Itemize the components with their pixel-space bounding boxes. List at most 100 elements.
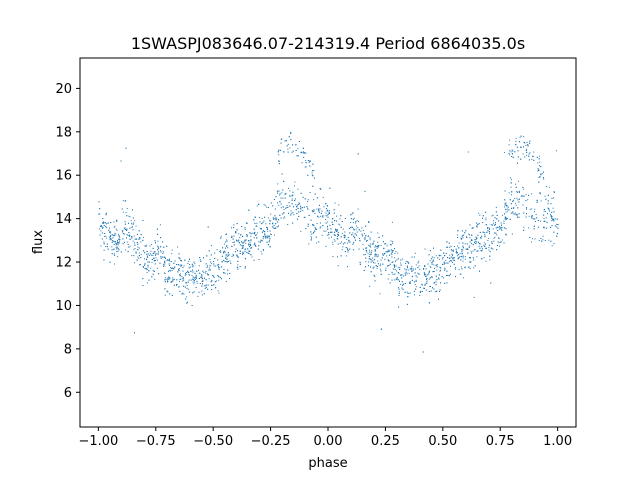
data-point bbox=[233, 235, 235, 237]
data-point bbox=[291, 198, 293, 200]
data-point bbox=[99, 213, 101, 215]
data-point bbox=[329, 231, 331, 233]
data-point bbox=[280, 217, 282, 219]
data-point bbox=[462, 260, 464, 262]
data-point bbox=[418, 260, 420, 262]
data-point bbox=[153, 252, 155, 254]
y-tick-label: 6 bbox=[64, 386, 72, 401]
data-point bbox=[550, 203, 552, 205]
data-point bbox=[104, 236, 106, 237]
data-point bbox=[263, 220, 265, 222]
data-point bbox=[450, 265, 451, 267]
data-point bbox=[336, 236, 338, 237]
data-point bbox=[485, 211, 487, 213]
data-point bbox=[420, 290, 422, 292]
data-point bbox=[395, 260, 396, 262]
data-point bbox=[300, 211, 302, 212]
data-point bbox=[405, 262, 407, 264]
data-point bbox=[220, 237, 222, 239]
data-point bbox=[344, 237, 346, 238]
data-point bbox=[294, 198, 296, 200]
data-point bbox=[508, 144, 510, 146]
data-point bbox=[144, 264, 146, 266]
data-point bbox=[131, 223, 133, 225]
data-point bbox=[506, 210, 508, 212]
data-point bbox=[122, 233, 124, 234]
data-point bbox=[512, 211, 514, 213]
data-point bbox=[365, 266, 367, 268]
data-point bbox=[532, 156, 534, 157]
data-point bbox=[429, 250, 431, 252]
data-point bbox=[338, 223, 340, 225]
data-point bbox=[436, 264, 438, 266]
data-point bbox=[491, 215, 493, 217]
data-point bbox=[444, 255, 446, 257]
data-point bbox=[448, 242, 450, 244]
data-point bbox=[136, 233, 138, 235]
data-point bbox=[221, 255, 223, 257]
data-point bbox=[315, 227, 317, 229]
data-point bbox=[207, 274, 209, 276]
data-point bbox=[248, 209, 250, 211]
data-point bbox=[310, 233, 312, 235]
data-point bbox=[556, 218, 558, 220]
data-point bbox=[156, 259, 158, 261]
data-point bbox=[155, 242, 156, 244]
data-point bbox=[301, 151, 303, 153]
data-point bbox=[204, 288, 206, 289]
data-point bbox=[139, 237, 141, 239]
data-point bbox=[105, 226, 107, 228]
data-point bbox=[491, 241, 493, 243]
data-point bbox=[449, 257, 451, 259]
data-point bbox=[461, 268, 463, 270]
data-point bbox=[208, 278, 210, 280]
data-point bbox=[549, 213, 551, 215]
data-point bbox=[220, 235, 222, 237]
data-point bbox=[374, 255, 376, 257]
data-point bbox=[313, 224, 315, 226]
data-point bbox=[365, 257, 367, 259]
data-point bbox=[336, 238, 338, 240]
data-point bbox=[461, 251, 463, 253]
data-point bbox=[515, 140, 517, 142]
data-point bbox=[540, 173, 542, 175]
data-point bbox=[218, 264, 220, 266]
data-point bbox=[242, 254, 244, 255]
data-point bbox=[407, 269, 409, 271]
data-point bbox=[185, 281, 187, 283]
data-point bbox=[353, 235, 355, 237]
data-point bbox=[125, 147, 127, 149]
data-point bbox=[554, 218, 556, 220]
data-point bbox=[302, 152, 304, 154]
data-point bbox=[543, 209, 545, 210]
data-point bbox=[280, 138, 282, 140]
data-point bbox=[264, 232, 266, 234]
data-point bbox=[485, 224, 487, 226]
data-point bbox=[408, 261, 410, 263]
data-point bbox=[350, 214, 352, 216]
data-point bbox=[511, 233, 513, 235]
data-point bbox=[200, 276, 202, 278]
data-point bbox=[188, 279, 190, 281]
data-point bbox=[305, 162, 307, 164]
data-point bbox=[499, 241, 501, 243]
data-point bbox=[307, 225, 309, 227]
data-point bbox=[309, 192, 311, 193]
data-point bbox=[101, 232, 103, 234]
data-point bbox=[192, 281, 194, 283]
data-point bbox=[455, 248, 457, 250]
data-point bbox=[344, 231, 346, 233]
data-point bbox=[440, 282, 442, 284]
data-point bbox=[189, 258, 190, 260]
data-point bbox=[185, 296, 187, 298]
data-point bbox=[248, 250, 250, 252]
data-point bbox=[168, 260, 170, 262]
data-point bbox=[451, 261, 453, 263]
data-point bbox=[182, 267, 184, 268]
data-point bbox=[184, 286, 186, 288]
data-point bbox=[318, 241, 320, 243]
data-point bbox=[409, 268, 411, 270]
data-point bbox=[312, 233, 314, 235]
data-point bbox=[543, 214, 545, 216]
data-point bbox=[186, 282, 188, 284]
